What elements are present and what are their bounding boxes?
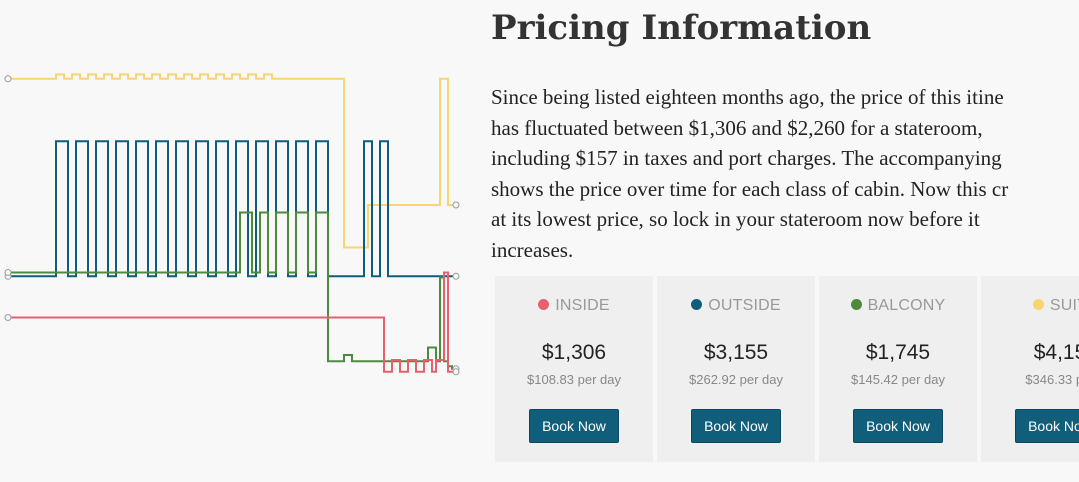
book-now-button[interactable]: Book Now <box>853 409 943 443</box>
series-endpoint-suite <box>4 75 12 83</box>
cabin-card-balcony: BALCONY $1,745 $145.42 per day Book Now <box>819 276 977 462</box>
series-endpoint-suite <box>452 201 460 209</box>
series-line-suite <box>8 73 456 249</box>
series-line-outside <box>8 140 456 278</box>
cabin-label-text: BALCONY <box>867 297 946 314</box>
cabin-label-text: SUIT <box>1049 297 1079 314</box>
cabin-price: $1,306 <box>541 341 607 364</box>
description-line: Since being listed eighteen months ago, … <box>491 85 1004 109</box>
book-now-button[interactable]: Book Now <box>691 409 781 443</box>
cabin-per-day-price: $262.92 per day <box>689 372 783 387</box>
book-now-button[interactable]: Book Now <box>1015 409 1079 443</box>
pricing-description: Since being listed eighteen months ago, … <box>491 82 1079 267</box>
cabin-label-text: OUTSIDE <box>708 297 781 314</box>
series-endpoint-inside <box>452 368 460 376</box>
cabin-per-day-price: $145.42 per day <box>851 372 945 387</box>
description-line: shows the price over time for each class… <box>491 176 1009 201</box>
series-endpoint-inside <box>4 314 12 321</box>
color-dot-icon <box>538 299 550 310</box>
cabin-label: BALCONY <box>819 297 977 315</box>
cabin-cards: INSIDE $1,306 $108.83 per day Book Now O… <box>495 276 1079 464</box>
series-endpoint-outside <box>452 272 460 280</box>
cabin-label: OUTSIDE <box>657 297 815 315</box>
color-dot-icon <box>691 299 703 310</box>
cabin-label-text: INSIDE <box>555 297 610 314</box>
cabin-label: INSIDE <box>495 297 653 315</box>
page-title: Pricing Information <box>491 8 872 48</box>
cabin-per-day-price: $346.33 per <box>1025 372 1079 387</box>
cabin-price: $3,155 <box>703 341 769 364</box>
book-now-button[interactable]: Book Now <box>529 409 619 443</box>
cabin-card-suite: SUIT $4,15 $346.33 per Book Now <box>981 276 1079 462</box>
color-dot-icon <box>850 299 862 310</box>
series-endpoint-balcony <box>4 269 12 276</box>
description-line: increases. <box>491 237 574 262</box>
series-line-inside <box>8 271 456 373</box>
description-line: at its lowest price, so lock in your sta… <box>491 207 980 231</box>
cabin-per-day-price: $108.83 per day <box>527 372 621 387</box>
description-line: has fluctuated between $1,306 and $2,260… <box>491 115 983 140</box>
price-history-chart <box>4 73 460 376</box>
cabin-label: SUIT <box>981 297 1079 315</box>
cabin-card-inside: INSIDE $1,306 $108.83 per day Book Now <box>495 276 653 462</box>
cabin-card-outside: OUTSIDE $3,155 $262.92 per day Book Now <box>657 276 815 462</box>
cabin-price: $4,15 <box>1033 341 1079 364</box>
color-dot-icon <box>1032 299 1044 310</box>
description-line: including $157 in taxes and port charges… <box>491 146 1002 170</box>
cabin-price: $1,745 <box>865 341 931 364</box>
